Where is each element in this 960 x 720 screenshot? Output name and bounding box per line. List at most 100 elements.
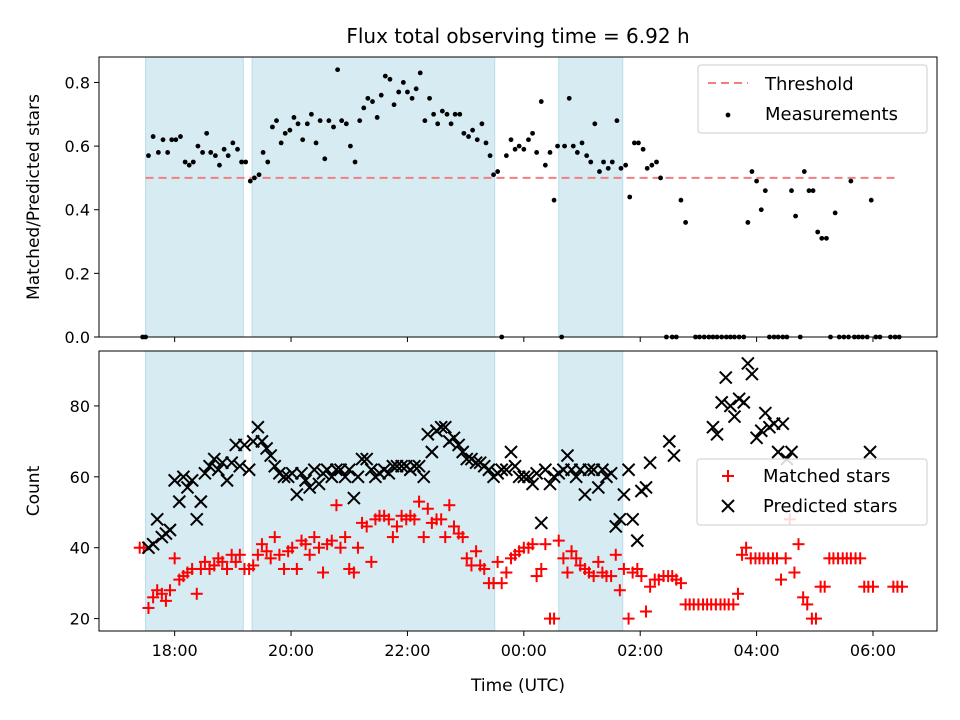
measurement-point [427, 95, 432, 101]
measurement-point [200, 150, 205, 155]
measurement-point [521, 146, 527, 152]
predicted-star-point [394, 459, 409, 473]
matched-star-point [299, 538, 312, 551]
x-tick-label: 20:00 [268, 641, 314, 660]
measurement-point [331, 124, 336, 130]
measurement-point [195, 143, 201, 149]
observing-interval [251, 350, 496, 632]
measurement-point [417, 70, 423, 76]
predicted-star-point [639, 480, 653, 495]
predicted-star-point [538, 463, 553, 477]
measurement-point [431, 111, 437, 117]
measurement-point [260, 150, 266, 155]
measurement-point [361, 105, 367, 111]
matched-star-point [674, 577, 687, 590]
matched-legend-label: Matched stars [763, 466, 890, 487]
predicted-star-point [595, 463, 610, 477]
measurement-point [551, 197, 557, 203]
predicted-star-point [211, 463, 226, 477]
predicted-star-point [176, 470, 191, 484]
top-x-ticks [174, 337, 874, 342]
measurement-point [618, 165, 624, 171]
predicted-star-point [242, 463, 256, 477]
measurement-point [182, 159, 188, 165]
predicted-star-point [741, 356, 755, 371]
matched-star-point [727, 598, 740, 611]
matched-star-point [435, 513, 448, 526]
measurement-point [221, 146, 227, 152]
matched-star-point [229, 555, 242, 568]
predicted-star-point [662, 434, 677, 449]
predicted-star-point [412, 459, 426, 473]
measurement-point [570, 143, 576, 149]
matched-star-point [303, 548, 316, 561]
measurement-point [806, 188, 812, 194]
measurement-point [636, 140, 641, 146]
predicted-legend-label: Predicted stars [763, 496, 897, 517]
predicted-star-point [630, 533, 645, 548]
measurement-point [439, 108, 445, 114]
predicted-star-point [543, 477, 557, 491]
matched-star-point [788, 566, 801, 579]
measurement-point [495, 169, 501, 174]
y-tick-label: 0.0 [65, 328, 90, 347]
y-tick-label: 80 [70, 397, 90, 416]
measurement-point [654, 159, 659, 165]
measurement-point [270, 124, 275, 130]
matched-star-point [255, 538, 268, 551]
measurement-point [491, 172, 496, 178]
measurement-point [326, 118, 332, 124]
matched-star-point [500, 566, 513, 579]
matched-star-point [592, 555, 605, 568]
matched-star-point [809, 612, 822, 625]
predicted-star-point [625, 512, 640, 527]
measurement-point [295, 121, 301, 127]
predicted-star-point [591, 480, 606, 495]
predicted-star-point [569, 470, 583, 484]
measurement-point [614, 118, 620, 124]
measurement-point [503, 153, 509, 159]
matched-star-point [351, 541, 364, 554]
measurement-point [832, 210, 838, 216]
predicted-star-point [447, 431, 461, 445]
matched-star-point [208, 559, 221, 572]
predicted-star-point [307, 463, 322, 477]
measurement-point [588, 159, 594, 165]
measurement-point [508, 137, 514, 143]
measurement-point [819, 235, 825, 241]
predicted-star-point [451, 438, 466, 452]
matched-star-point [312, 541, 325, 554]
measurement-point [186, 162, 192, 168]
predicted-star-point [582, 463, 596, 477]
predicted-star-point [745, 367, 759, 381]
predicted-star-point [302, 480, 317, 495]
x-tick-label: 02:00 [617, 641, 663, 660]
predicted-star-point [290, 487, 304, 502]
measurement-point [405, 89, 410, 95]
matched-star-point [775, 573, 788, 586]
matched-star-point [260, 545, 273, 558]
matched-star-point [622, 612, 635, 625]
matched-star-point [552, 534, 565, 547]
measurement-point [287, 127, 293, 133]
predicted-star-point [578, 487, 592, 502]
measurement-point [243, 159, 249, 165]
measurement-point [542, 162, 548, 168]
matched-star-point [495, 577, 508, 590]
predicted-star-point [621, 463, 636, 477]
measurement-point [452, 111, 458, 117]
matched-star-point [443, 499, 456, 512]
predicted-star-point [534, 516, 548, 530]
x-tick-label: 06:00 [850, 641, 896, 660]
matched-star-point [491, 555, 504, 568]
matched-star-point [801, 598, 814, 611]
matched-legend-swatch [722, 470, 734, 482]
predicted-legend-swatch [721, 499, 735, 513]
measurement-point [640, 146, 646, 152]
measurement-point [631, 140, 637, 146]
predicted-star-point [237, 438, 252, 452]
measurement-point [538, 99, 544, 104]
matched-star-point [360, 520, 373, 533]
measurement-point [374, 115, 380, 120]
matched-star-point [548, 612, 561, 625]
